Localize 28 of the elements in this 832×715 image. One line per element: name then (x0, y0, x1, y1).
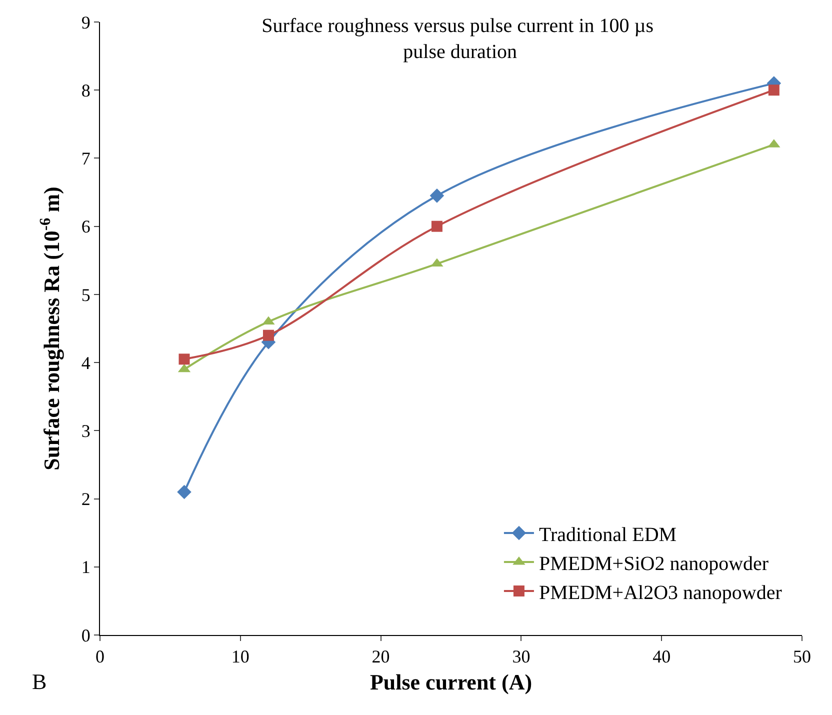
point (430, 188, 444, 203)
x-tick-label: 20 (372, 646, 390, 667)
x-tick-label: 30 (512, 646, 530, 667)
y-tick-label: 6 (81, 216, 90, 237)
x-tick-label: 10 (231, 646, 250, 667)
legend-label: PMEDM+Al2O3 nanopowder (538, 582, 782, 604)
x-axis-title: Pulse current (A) (370, 670, 532, 694)
y-tick-label: 0 (81, 625, 90, 646)
point (178, 354, 190, 365)
y-tick-label: 7 (81, 148, 90, 169)
y-tick-label: 9 (81, 12, 90, 32)
y-tick-label: 1 (81, 557, 90, 578)
chart-title: Surface roughness versus pulse current in 100 µs pulse duration (262, 15, 654, 64)
y-tick-label: 5 (81, 284, 90, 305)
y-tick-label: 3 (81, 420, 90, 441)
x-tick-label: 0 (96, 646, 104, 667)
legend-label: PMEDM+SiO2 nanopowder (538, 552, 769, 575)
point (431, 220, 442, 232)
point (262, 330, 274, 341)
point (177, 484, 192, 500)
y-tick-label: 8 (81, 80, 90, 100)
text: B (32, 669, 47, 694)
x-tick-label: 40 (652, 646, 671, 667)
y-tick-label: 4 (81, 352, 90, 373)
x-tick-label: 50 (793, 646, 811, 667)
legend-label: Traditional EDM (538, 524, 677, 546)
y-tick-label: 2 (81, 489, 90, 510)
point (768, 84, 780, 96)
